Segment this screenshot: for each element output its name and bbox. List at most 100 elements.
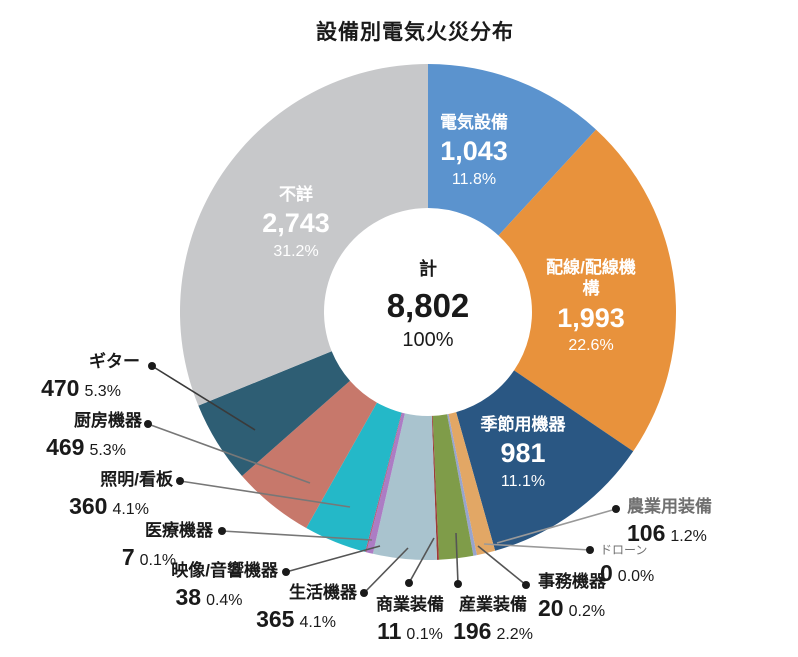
callout-percent: 2.2% [496, 626, 533, 644]
callout-name: 照明/看板 [100, 470, 173, 489]
leader-dot [522, 581, 530, 589]
leader-line [285, 545, 381, 573]
pie-slice-kitchen [242, 380, 377, 529]
leader-dot [405, 579, 413, 587]
callout-name: 商業装備 [376, 595, 444, 614]
leader-line [147, 423, 311, 484]
callout-commercial: 商業装備 11 0.1% [370, 595, 450, 646]
leader-dot [218, 527, 226, 535]
callout-name: 厨房機器 [74, 411, 142, 430]
pie-slice-commercial [431, 415, 439, 560]
chart-title: 設備別電気火災分布 [316, 21, 514, 44]
callout-value: 106 [627, 520, 666, 547]
callout-percent: 1.2% [670, 528, 707, 546]
slice-percent: 11.8% [451, 171, 497, 188]
pie-slice-household [372, 413, 438, 561]
leader-dot [360, 589, 368, 597]
pie-slice-electric [428, 64, 597, 236]
pie-slice-av [366, 412, 405, 554]
callout-name: 産業装備 [459, 595, 527, 614]
callout-av: 映像/音響機器 38 0.4% [140, 561, 278, 612]
leader-dot [148, 362, 156, 370]
callout-percent: 5.3% [84, 383, 121, 401]
leader-line [477, 545, 527, 586]
slice-label-electric: 電気設備 1,043 11.8% [404, 112, 544, 190]
callout-percent: 0.1% [406, 626, 443, 644]
slice-value: 981 [500, 438, 546, 469]
slice-label-wiring: 配線/配線機構 1,993 22.6% [541, 257, 641, 356]
pie-slice-lighting [306, 402, 402, 552]
callout-value: 0 [600, 560, 613, 587]
callout-medical: 医療機器 7 0.1% [85, 521, 213, 572]
callout-name: 映像/音響機器 [171, 561, 278, 580]
callout-name: 農業用装備 [627, 497, 712, 516]
slice-percent: 22.6% [568, 337, 614, 355]
callout-percent: 0.2% [568, 603, 606, 621]
callout-value: 365 [256, 606, 295, 633]
callout-name: ドローン [600, 543, 648, 557]
callout-percent: 5.3% [89, 442, 126, 460]
callout-value: 360 [69, 493, 108, 520]
callout-percent: 4.1% [112, 501, 149, 519]
callout-name: 医療機器 [145, 521, 213, 540]
leader-line [151, 365, 256, 431]
leader-dot [282, 568, 290, 576]
callout-agriculture: 農業用装備 106 1.2% [627, 497, 747, 548]
callout-industrial: 産業装備 196 2.2% [443, 595, 543, 646]
leader-line [483, 543, 591, 551]
callout-value: 470 [41, 375, 80, 402]
leader-line [455, 532, 459, 585]
slice-name: 電気設備 [440, 113, 508, 132]
pie-slice-industrial [432, 414, 474, 560]
total-label: 計 8,802 100% [348, 255, 508, 352]
callout-drone: ドローン 0 0.0% [600, 543, 710, 588]
callout-percent: 4.1% [299, 614, 336, 632]
callout-percent: 0.4% [206, 592, 243, 610]
slice-percent: 31.2% [273, 243, 319, 260]
callout-percent: 0.1% [139, 552, 177, 570]
callout-guitar: ギター 470 5.3% [22, 352, 140, 403]
pie-slice-agriculture [448, 412, 496, 556]
callout-name: ギター [89, 352, 140, 371]
total-percent: 100% [402, 329, 454, 351]
callout-office: 事務機器 20 0.2% [538, 572, 648, 623]
slice-name: 配線/配線機構 [546, 258, 636, 299]
callout-name: 生活機器 [289, 583, 357, 602]
slice-name: 不詳 [279, 185, 313, 204]
callout-value: 20 [538, 595, 564, 622]
leader-dot [454, 580, 462, 588]
slice-value: 1,043 [440, 136, 508, 167]
pie-slice-office [447, 413, 477, 556]
leader-dot [176, 477, 184, 485]
callout-value: 469 [46, 434, 85, 461]
leader-dot [612, 505, 620, 513]
callout-household: 生活機器 365 4.1% [235, 583, 357, 634]
leader-dot [144, 420, 152, 428]
callout-lighting: 照明/看板 360 4.1% [45, 470, 173, 521]
callout-percent: 0.0% [617, 568, 655, 586]
callout-name: 事務機器 [538, 572, 606, 591]
pie-slice-wiring [498, 129, 676, 452]
slice-label-seasonal: 季節用機器 981 11.1% [448, 414, 598, 492]
pie-slice-seasonal [456, 370, 634, 551]
leader-line [179, 480, 351, 508]
leader-dot [586, 546, 594, 554]
total-caption: 計 [419, 259, 437, 279]
pie-slice-unknown [179, 63, 428, 406]
leader-line [496, 508, 617, 544]
leader-line [221, 530, 373, 541]
slice-percent: 11.1% [500, 473, 546, 490]
total-value: 8,802 [386, 287, 470, 324]
callout-value: 11 [377, 618, 402, 645]
slice-value: 1,993 [557, 302, 625, 333]
slice-label-unknown: 不詳 2,743 31.2% [226, 184, 366, 262]
callout-kitchen: 厨房機器 469 5.3% [30, 411, 142, 462]
pie-slice-guitar [198, 351, 350, 477]
pie-slice-medical [365, 412, 403, 553]
callout-value: 38 [175, 584, 202, 611]
slice-name: 季節用機器 [480, 415, 566, 434]
leader-line [363, 547, 409, 594]
leader-line [408, 537, 435, 584]
